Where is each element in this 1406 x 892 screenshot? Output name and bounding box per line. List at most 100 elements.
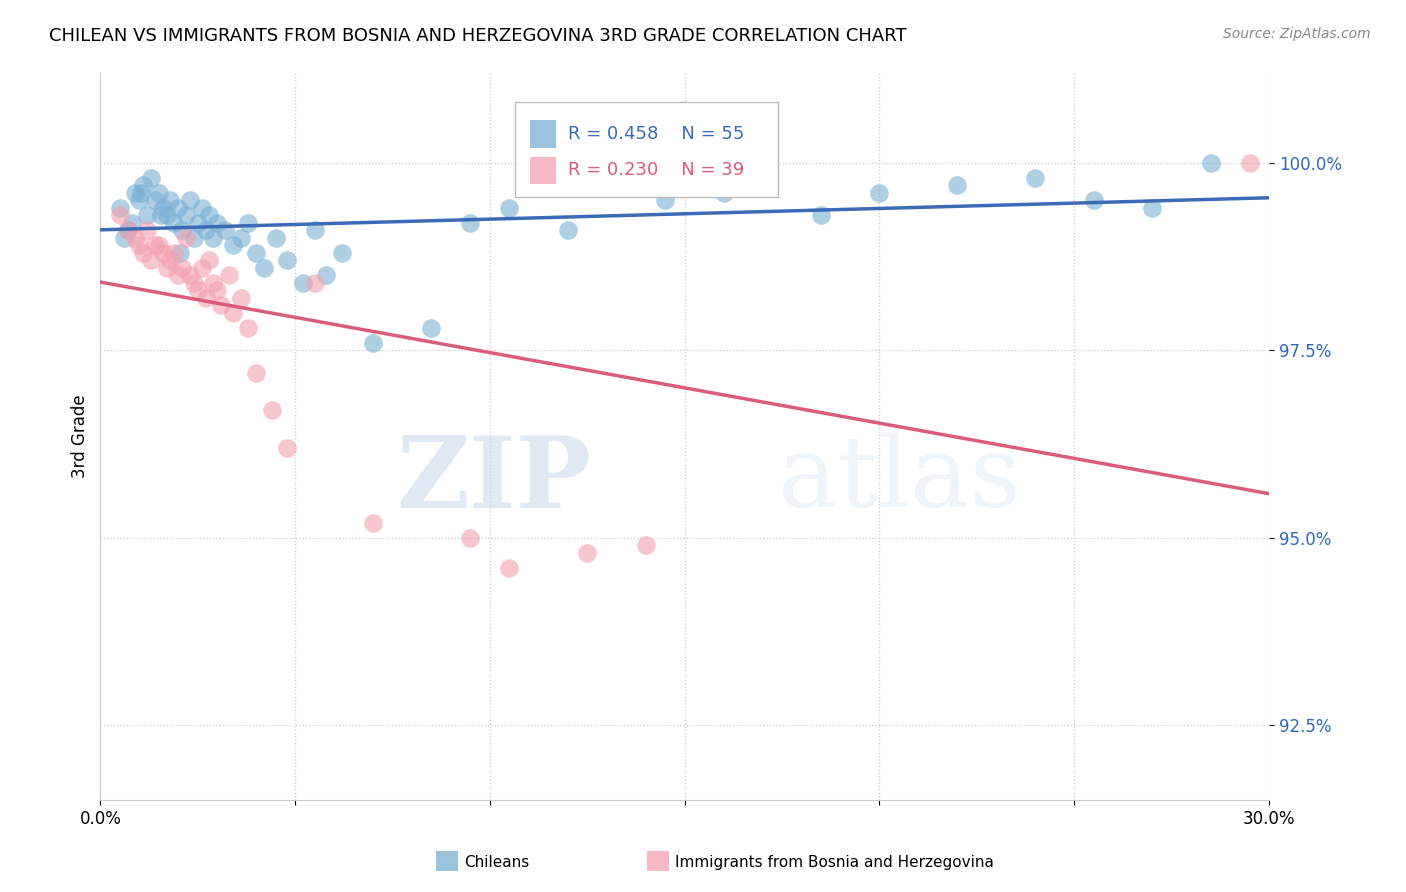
Point	[498, 201, 520, 215]
Point	[420, 321, 443, 335]
Point	[1140, 201, 1163, 215]
Point	[194, 291, 217, 305]
Point	[121, 216, 143, 230]
Point	[205, 284, 228, 298]
Point	[136, 209, 159, 223]
Point	[172, 223, 194, 237]
Point	[198, 209, 221, 223]
Point	[132, 246, 155, 260]
Point	[202, 276, 225, 290]
Point	[205, 216, 228, 230]
Point	[576, 546, 599, 560]
Point	[163, 246, 186, 260]
Point	[128, 194, 150, 208]
Point	[202, 231, 225, 245]
Point	[167, 268, 190, 283]
Point	[315, 268, 337, 283]
Text: R = 0.230    N = 39: R = 0.230 N = 39	[568, 161, 744, 179]
Text: R = 0.458    N = 55: R = 0.458 N = 55	[568, 125, 744, 143]
Point	[155, 260, 177, 275]
Point	[167, 201, 190, 215]
Point	[190, 201, 212, 215]
Text: atlas: atlas	[778, 433, 1021, 528]
Point	[253, 260, 276, 275]
Point	[179, 268, 201, 283]
Point	[946, 178, 969, 193]
Text: Source: ZipAtlas.com: Source: ZipAtlas.com	[1223, 27, 1371, 41]
Point	[174, 209, 197, 223]
Point	[108, 209, 131, 223]
Point	[460, 216, 482, 230]
Point	[143, 194, 166, 208]
Point	[264, 231, 287, 245]
Point	[214, 223, 236, 237]
Point	[132, 178, 155, 193]
Point	[1024, 170, 1046, 185]
Text: CHILEAN VS IMMIGRANTS FROM BOSNIA AND HERZEGOVINA 3RD GRADE CORRELATION CHART: CHILEAN VS IMMIGRANTS FROM BOSNIA AND HE…	[49, 27, 907, 45]
Point	[117, 223, 139, 237]
Point	[330, 246, 353, 260]
Point	[143, 238, 166, 252]
Point	[222, 238, 245, 252]
Point	[222, 306, 245, 320]
Text: Chileans: Chileans	[464, 855, 529, 870]
Point	[869, 186, 891, 200]
Point	[198, 253, 221, 268]
Point	[1239, 156, 1261, 170]
Point	[713, 186, 735, 200]
Point	[245, 246, 267, 260]
Point	[139, 170, 162, 185]
Point	[276, 253, 298, 268]
FancyBboxPatch shape	[530, 157, 557, 185]
Point	[183, 276, 205, 290]
Point	[148, 238, 170, 252]
Point	[112, 231, 135, 245]
Point	[634, 538, 657, 552]
Point	[183, 231, 205, 245]
Point	[124, 186, 146, 200]
Point	[276, 441, 298, 455]
Point	[1083, 194, 1105, 208]
Point	[124, 231, 146, 245]
Point	[361, 335, 384, 350]
Text: ZIP: ZIP	[396, 432, 591, 529]
Point	[1199, 156, 1222, 170]
Point	[152, 201, 174, 215]
Y-axis label: 3rd Grade: 3rd Grade	[72, 395, 89, 478]
Point	[108, 201, 131, 215]
Point	[229, 291, 252, 305]
Point	[169, 246, 191, 260]
Point	[810, 209, 832, 223]
Point	[245, 366, 267, 380]
Point	[654, 194, 676, 208]
Point	[117, 223, 139, 237]
Point	[174, 231, 197, 245]
Point	[238, 321, 260, 335]
Point	[498, 561, 520, 575]
Point	[304, 223, 326, 237]
Point	[179, 194, 201, 208]
Point	[149, 209, 172, 223]
Point	[163, 216, 186, 230]
Point	[291, 276, 314, 290]
Point	[260, 403, 283, 417]
FancyBboxPatch shape	[515, 102, 778, 196]
Point	[152, 246, 174, 260]
Point	[304, 276, 326, 290]
Point	[129, 186, 152, 200]
Point	[460, 531, 482, 545]
Point	[139, 253, 162, 268]
Point	[190, 260, 212, 275]
Point	[238, 216, 260, 230]
Text: Immigrants from Bosnia and Herzegovina: Immigrants from Bosnia and Herzegovina	[675, 855, 994, 870]
Point	[159, 194, 181, 208]
Point	[187, 216, 209, 230]
Point	[155, 209, 177, 223]
Point	[159, 253, 181, 268]
Point	[172, 260, 194, 275]
Point	[229, 231, 252, 245]
Point	[128, 238, 150, 252]
Point	[148, 186, 170, 200]
Point	[187, 284, 209, 298]
FancyBboxPatch shape	[530, 120, 557, 148]
